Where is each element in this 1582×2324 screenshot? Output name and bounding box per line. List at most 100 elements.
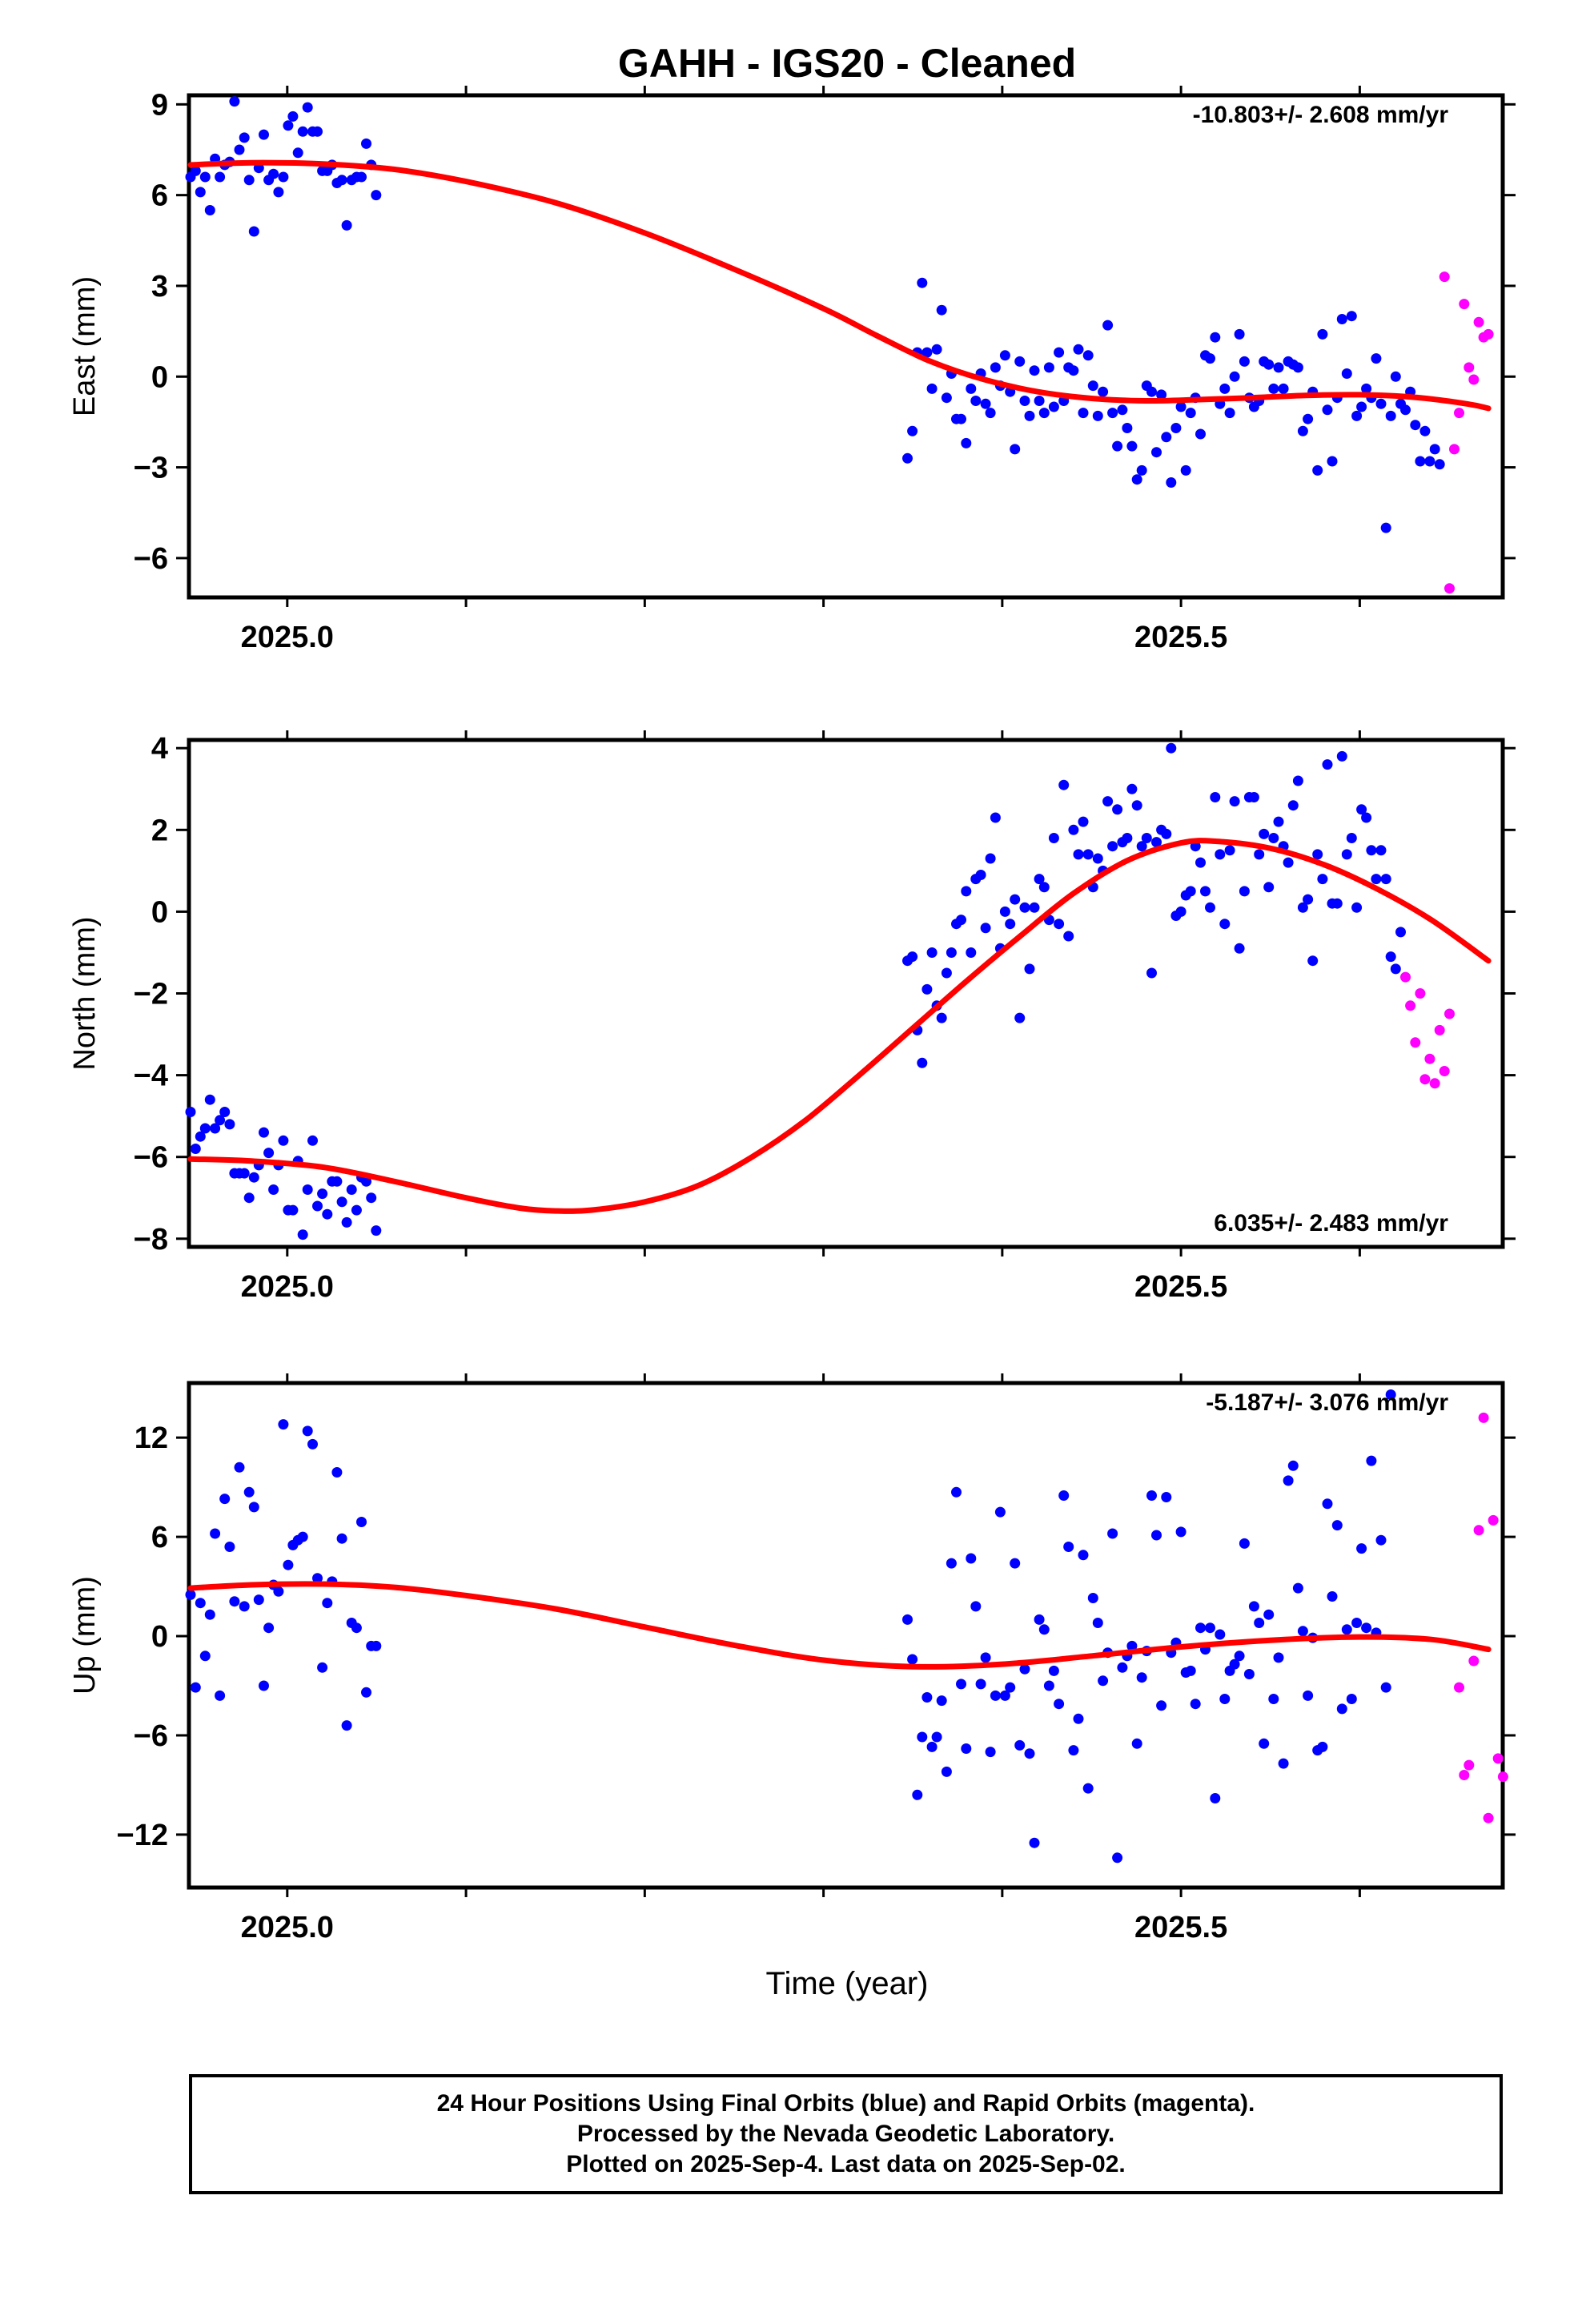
north-blue-point — [1331, 898, 1343, 909]
up-blue-point — [1005, 1682, 1016, 1693]
east-blue-point — [1234, 328, 1245, 340]
north-panel: 2025.0 2025.5 −8 −6 −4 −2 0 2 4 North (mm) 6.035+/… — [68, 730, 1516, 1304]
north-blue-point — [1185, 886, 1196, 897]
east-blue-point — [278, 171, 289, 183]
north-blue-point — [302, 1184, 313, 1195]
east-blue-point — [1361, 383, 1372, 394]
north-blue-point — [1263, 882, 1275, 893]
east-y-tick-label: 6 — [151, 179, 168, 213]
north-blue-point — [259, 1127, 269, 1138]
footer-line-3: Plotted on 2025-Sep-4. Last data on 2025… — [566, 2151, 1126, 2177]
east-blue-point — [1082, 350, 1094, 361]
east-blue-point — [1336, 314, 1347, 324]
up-blue-point — [1098, 1675, 1109, 1687]
north-blue-point — [1058, 779, 1070, 790]
north-blue-point — [1259, 828, 1270, 839]
up-blue-point — [1254, 1618, 1265, 1628]
north-blue-point — [1082, 849, 1094, 860]
up-panel: 2025.0 2025.5 −12 −6 0 6 12 Up (mm) -5.187+/- 3.… — [68, 1373, 1516, 1944]
up-blue-point — [985, 1747, 996, 1758]
east-blue-point — [1424, 456, 1435, 467]
north-blue-point — [312, 1200, 323, 1212]
east-rate-label: -10.803+/- 2.608 mm/yr — [1193, 102, 1449, 128]
up-blue-point — [1292, 1582, 1303, 1594]
north-blue-point — [1205, 902, 1215, 913]
up-blue-point — [1366, 1455, 1377, 1466]
up-blue-point — [990, 1690, 1001, 1701]
north-blue-point — [1078, 816, 1089, 827]
up-blue-point — [1146, 1490, 1157, 1501]
east-magenta-point — [1439, 271, 1450, 283]
north-blue-point — [1385, 951, 1396, 963]
east-blue-point — [1317, 328, 1328, 340]
north-blue-point — [1063, 931, 1074, 942]
up-blue-point — [1034, 1614, 1045, 1625]
north-blue-point — [287, 1204, 299, 1216]
east-blue-point — [1043, 362, 1054, 373]
north-blue-point — [215, 1115, 226, 1126]
east-blue-point — [1429, 444, 1440, 455]
east-blue-point — [1303, 413, 1314, 424]
east-blue-point — [1102, 320, 1114, 331]
north-blue-point — [1268, 833, 1279, 843]
east-blue-point — [1073, 344, 1084, 355]
east-blue-point — [312, 126, 323, 137]
up-blue-point — [951, 1486, 962, 1498]
east-blue-point — [361, 138, 371, 149]
east-blue-point — [1185, 408, 1196, 419]
north-blue-point — [1014, 1012, 1026, 1023]
up-blue-point — [1331, 1520, 1343, 1531]
east-blue-point — [1205, 353, 1215, 364]
north-blue-point — [341, 1216, 352, 1228]
north-magenta-point — [1439, 1066, 1450, 1076]
up-blue-point — [263, 1622, 275, 1634]
north-blue-point — [1239, 886, 1250, 897]
east-blue-point — [287, 111, 299, 122]
east-blue-point — [1161, 432, 1172, 443]
north-blue-point — [1005, 919, 1016, 930]
up-blue-point — [1019, 1663, 1030, 1675]
north-blue-point — [1146, 967, 1157, 979]
up-blue-point — [975, 1679, 986, 1690]
up-blue-point — [1078, 1550, 1089, 1561]
east-blue-point — [1322, 404, 1333, 416]
north-blue-point — [1283, 857, 1294, 868]
up-y-tick-label: 6 — [151, 1521, 168, 1554]
east-blue-point — [902, 452, 913, 464]
north-plot-frame — [187, 738, 1505, 1249]
east-x-tick-label: 2025.0 — [241, 621, 334, 654]
up-blue-point — [1112, 1852, 1123, 1864]
east-blue-point — [292, 147, 303, 159]
north-blue-point — [1166, 742, 1177, 754]
north-blue-point — [966, 947, 977, 958]
up-magenta-point — [1464, 1759, 1475, 1771]
up-blue-point — [999, 1690, 1010, 1701]
east-blue-point — [917, 277, 928, 288]
up-blue-point — [1068, 1745, 1079, 1756]
up-blue-point — [1054, 1699, 1065, 1710]
up-blue-point — [1287, 1460, 1299, 1471]
up-blue-point — [273, 1586, 284, 1597]
north-blue-point — [351, 1204, 362, 1216]
north-blue-point — [999, 906, 1010, 917]
north-blue-point — [1019, 902, 1030, 913]
north-blue-point — [371, 1225, 382, 1236]
north-blue-point — [1317, 874, 1328, 885]
north-fit-curve — [187, 838, 1492, 1214]
east-blue-point — [1273, 362, 1284, 373]
up-magenta-point — [1468, 1655, 1480, 1667]
figure-title: GAHH - IGS20 - Cleaned — [618, 41, 1076, 86]
north-blue-point — [1200, 886, 1211, 897]
up-blue-point — [912, 1789, 923, 1800]
up-x-tick-label: 2025.0 — [241, 1911, 334, 1944]
east-blue-point — [273, 187, 284, 198]
up-y-tick-label: −6 — [134, 1719, 168, 1753]
east-blue-point — [1380, 522, 1391, 533]
up-blue-point — [253, 1594, 264, 1606]
east-blue-point — [1170, 423, 1182, 433]
up-blue-point — [278, 1419, 289, 1430]
up-blue-point — [936, 1695, 947, 1707]
up-y-tick-label: 0 — [151, 1620, 168, 1654]
up-blue-point — [946, 1558, 957, 1569]
